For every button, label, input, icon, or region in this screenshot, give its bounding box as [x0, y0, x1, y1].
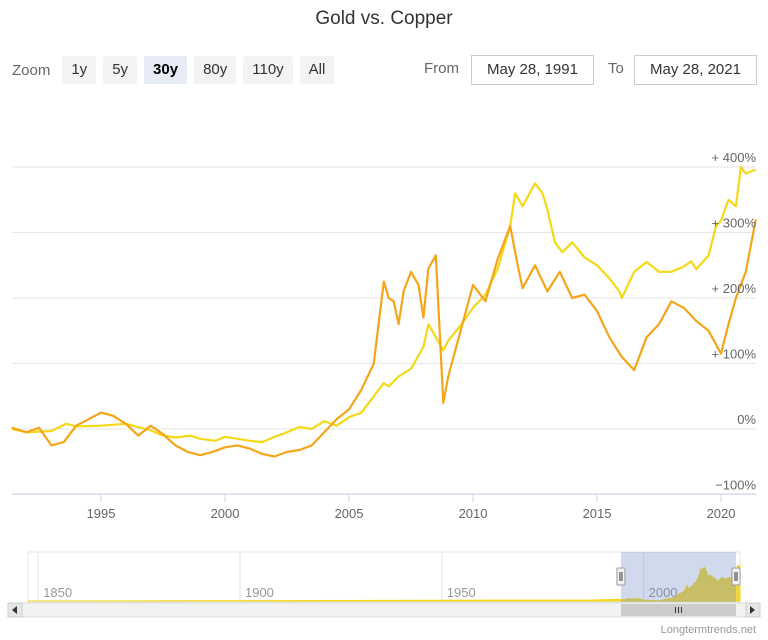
zoom-5y-button[interactable]: 5y — [103, 56, 138, 84]
navigator-frame — [27, 551, 741, 603]
credit-text: Longtermtrends.net — [660, 624, 756, 636]
navigator-tick-label: 1900 — [245, 585, 274, 600]
y-tick-label: + 200% — [712, 281, 757, 296]
navigator-tick-label: 1950 — [447, 585, 476, 600]
series-line-gold — [11, 165, 757, 444]
scroll-left-icon — [12, 606, 17, 614]
y-tick-label: + 400% — [712, 150, 757, 165]
from-date-input[interactable]: May 28, 1991 — [471, 55, 594, 85]
zoom-110y-button[interactable]: 110y — [243, 56, 293, 84]
y-tick-label: + 300% — [712, 216, 757, 231]
zoom-all-button[interactable]: All — [299, 56, 335, 84]
from-label: From — [424, 60, 459, 77]
series-line-copper — [11, 219, 757, 458]
y-tick-label: + 100% — [712, 347, 757, 362]
x-tick-label: 2010 — [459, 506, 488, 521]
navigator-tick-label: 1850 — [43, 585, 72, 600]
y-tick-label: −100% — [715, 478, 756, 493]
x-tick-label: 2000 — [211, 506, 240, 521]
scroll-left-button — [7, 602, 23, 618]
y-tick-label: 0% — [737, 412, 756, 427]
zoom-30y-button[interactable]: 30y — [144, 56, 188, 84]
to-label: To — [608, 60, 624, 77]
navigator-handle-right — [731, 567, 741, 586]
navigator-selection — [620, 552, 736, 602]
x-tick-label: 2015 — [583, 506, 612, 521]
scrollbar-track — [7, 602, 761, 618]
zoom-1y-button[interactable]: 1y — [62, 56, 97, 84]
zoom-toolbar: Zoom 1y 5y 30y 80y 110y All — [12, 56, 341, 84]
zoom-label: Zoom — [12, 61, 51, 79]
scroll-right-icon — [750, 606, 755, 614]
navigator-tick-label: 2000 — [649, 585, 678, 600]
x-tick-label: 2020 — [707, 506, 736, 521]
scrollbar-thumb — [620, 604, 736, 616]
x-tick-label: 2005 — [335, 506, 364, 521]
to-date-input[interactable]: May 28, 2021 — [634, 55, 757, 85]
zoom-80y-button[interactable]: 80y — [194, 56, 237, 84]
chart-title: Gold vs. Copper — [315, 8, 453, 29]
scroll-right-button — [745, 602, 761, 618]
navigator-area — [27, 564, 741, 602]
navigator-handle-left — [616, 567, 626, 586]
x-tick-label: 1995 — [87, 506, 116, 521]
